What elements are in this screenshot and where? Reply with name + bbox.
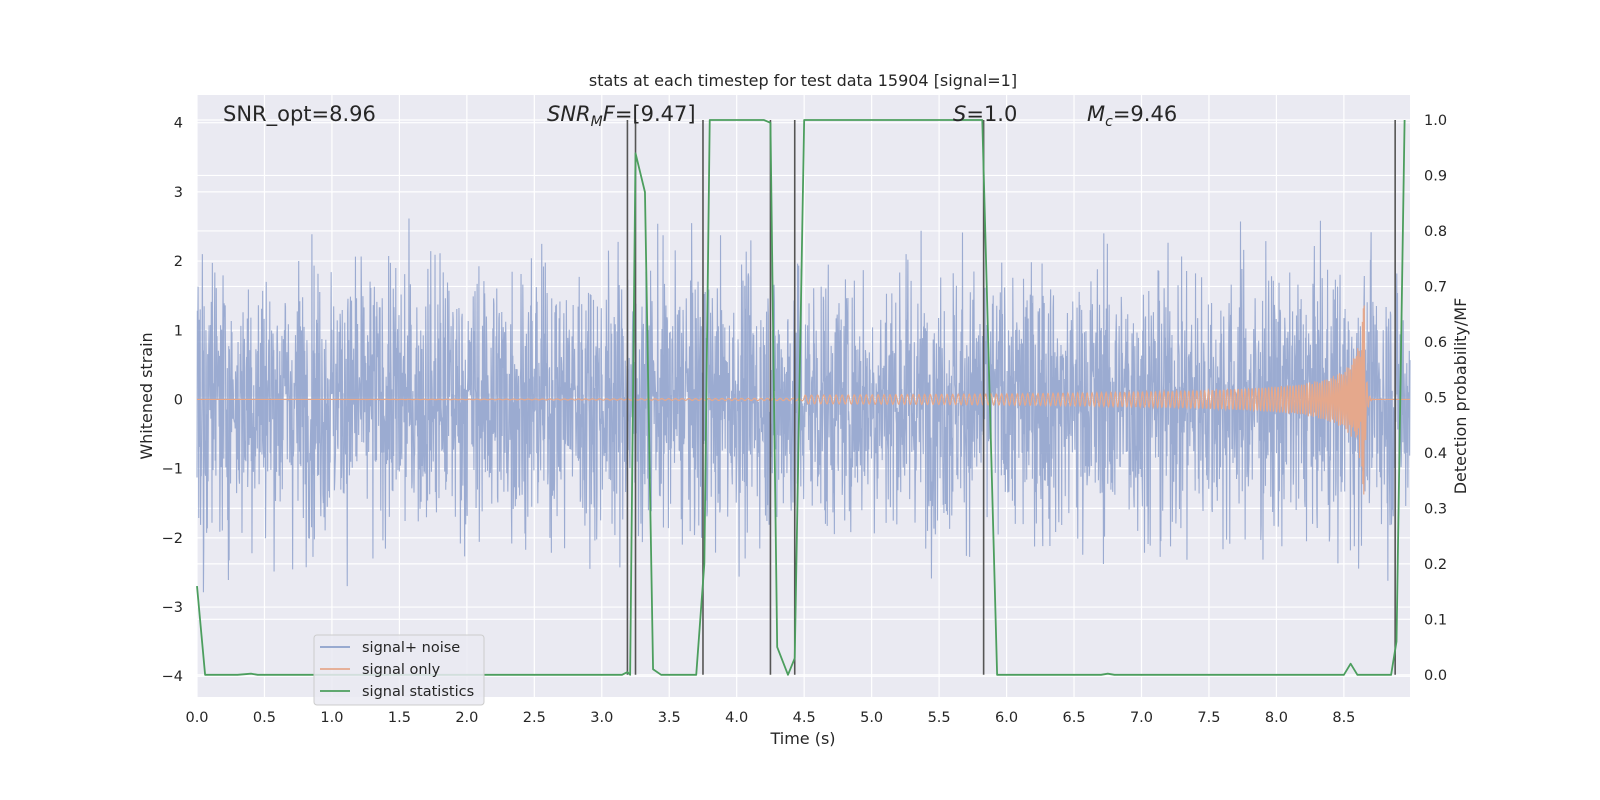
y2-axis-label: Detection probability/MF <box>1451 298 1470 495</box>
y-tick-label: 1 <box>174 323 183 339</box>
x-tick-label: 8.5 <box>1332 710 1355 726</box>
y2-tick-label: 0.8 <box>1424 224 1447 240</box>
annotation-s: S=1.0 <box>953 102 1017 126</box>
y2-tick-label: 0.2 <box>1424 557 1447 573</box>
annotation-mc: Mc=9.46 <box>1087 102 1177 130</box>
y2-tick-label: 0.0 <box>1424 668 1447 684</box>
legend-label-signal-statistics: signal statistics <box>362 684 474 700</box>
y2-axis-ticks: 1.0 0.9 0.8 0.7 0.6 0.5 0.4 0.3 0.2 0.1 0.0 <box>1424 113 1447 684</box>
signal-plus-noise-line <box>196 218 1411 593</box>
x-tick-label: 6.0 <box>995 710 1018 726</box>
x-tick-label: 8.0 <box>1265 710 1288 726</box>
x-tick-label: 1.5 <box>388 710 411 726</box>
y-tick-label: 0 <box>174 392 183 408</box>
legend: signal+ noise signal only signal statist… <box>313 634 485 706</box>
signal-only-series <box>197 305 1410 495</box>
y-axis-ticks: 4 3 2 1 0 −1 −2 −3 −4 <box>162 116 183 686</box>
x-tick-label: 5.5 <box>928 710 951 726</box>
y2-tick-label: 0.4 <box>1424 446 1447 462</box>
y-tick-label: 4 <box>174 116 183 132</box>
x-tick-label: 4.5 <box>793 710 816 726</box>
y-axis-label: Whitened strain <box>137 332 156 459</box>
x-tick-label: 3.5 <box>658 710 681 726</box>
y2-tick-label: 0.6 <box>1424 335 1447 351</box>
y2-tick-label: 0.5 <box>1424 390 1447 406</box>
y2-tick-label: 0.3 <box>1424 501 1447 517</box>
y-tick-label: −2 <box>162 531 183 547</box>
x-axis-ticks: 0.0 0.5 1.0 1.5 2.0 2.5 3.0 3.5 4.0 4.5 5.0 5.5 6.0 6… <box>185 710 1355 726</box>
signal-plus-noise-series <box>196 218 1411 593</box>
y2-tick-label: 0.1 <box>1424 612 1447 628</box>
y2-tick-label: 0.9 <box>1424 168 1447 184</box>
x-tick-label: 3.0 <box>590 710 613 726</box>
x-tick-label: 0.0 <box>185 710 208 726</box>
x-tick-label: 2.0 <box>455 710 478 726</box>
y-tick-label: −3 <box>162 600 183 616</box>
x-tick-label: 6.5 <box>1062 710 1085 726</box>
y-tick-label: −1 <box>162 462 183 478</box>
chart-title: stats at each timestep for test data 159… <box>589 71 1017 90</box>
x-tick-label: 4.0 <box>725 710 748 726</box>
y2-tick-label: 1.0 <box>1424 113 1447 129</box>
annotation-snr-opt: SNR_opt=8.96 <box>223 102 376 127</box>
y-tick-label: −4 <box>162 669 183 685</box>
x-tick-label: 2.5 <box>523 710 546 726</box>
legend-label-signal-noise: signal+ noise <box>362 640 460 656</box>
annotation-snr-mf: SNRMF=[9.47] <box>547 102 696 130</box>
y2-tick-label: 0.7 <box>1424 279 1447 295</box>
legend-label-signal-only: signal only <box>362 662 441 678</box>
signal-only-line <box>197 305 1410 495</box>
x-tick-label: 7.5 <box>1197 710 1220 726</box>
x-tick-label: 1.0 <box>320 710 343 726</box>
y-tick-label: 3 <box>174 185 183 201</box>
x-axis-label: Time (s) <box>769 729 835 748</box>
y-tick-label: 2 <box>174 254 183 270</box>
x-tick-label: 5.0 <box>860 710 883 726</box>
x-tick-label: 0.5 <box>253 710 276 726</box>
x-tick-label: 7.0 <box>1130 710 1153 726</box>
legend-box <box>313 634 485 706</box>
